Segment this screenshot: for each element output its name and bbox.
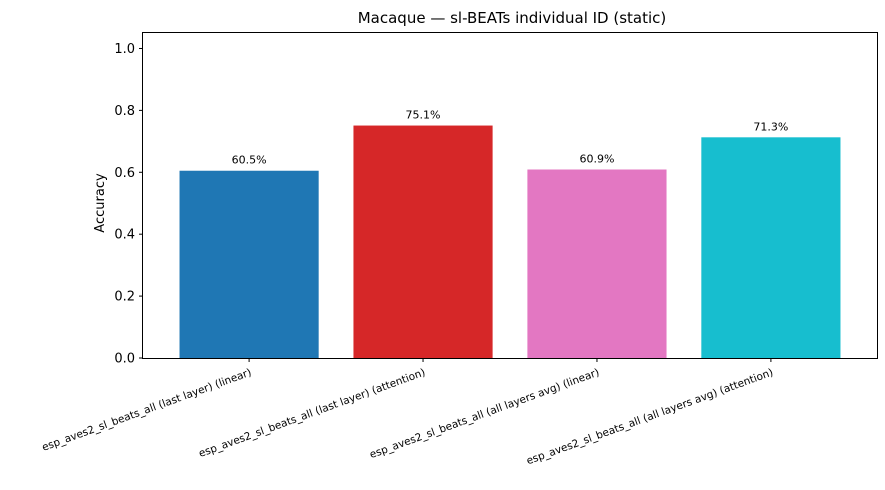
bar-value-label: 60.5%	[232, 154, 267, 167]
bar-value-label: 75.1%	[406, 109, 441, 122]
bars-group	[179, 125, 841, 358]
y-tick-label: 1.0	[114, 42, 135, 57]
y-tick-label: 0.4	[114, 228, 135, 243]
x-axis-ticks: esp_aves2_sl_beats_all (last layer) (lin…	[40, 358, 775, 467]
y-axis-label: Accuracy	[93, 173, 108, 233]
bar	[179, 170, 319, 358]
y-tick-label: 0.2	[114, 290, 135, 305]
y-axis-ticks: 0.0 0.2 0.4 0.6 0.8 1.0	[114, 42, 143, 367]
bar-value-label: 71.3%	[753, 120, 788, 133]
data-labels-group: 60.5% 75.1% 60.9% 71.3%	[232, 109, 789, 167]
chart-title: Macaque — sl-BEATs individual ID (static…	[358, 9, 667, 27]
y-tick-label: 0.6	[114, 166, 135, 181]
bar	[701, 137, 841, 358]
y-tick-label: 0.0	[114, 352, 135, 367]
bar-value-label: 60.9%	[579, 153, 614, 166]
y-tick-label: 0.8	[114, 104, 135, 119]
bar	[527, 169, 667, 358]
bar	[353, 125, 493, 358]
plot-frame	[142, 32, 878, 359]
